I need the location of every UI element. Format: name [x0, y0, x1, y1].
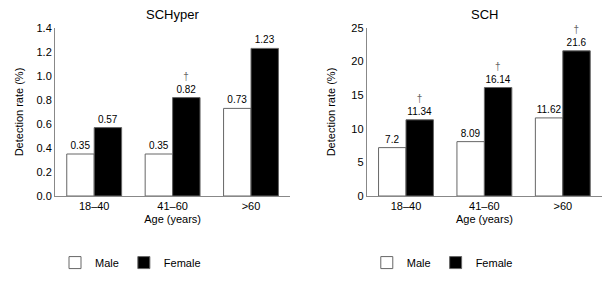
- svg-text:7.2: 7.2: [385, 134, 399, 145]
- svg-text:15: 15: [351, 89, 363, 101]
- svg-text:Detection rate (%): Detection rate (%): [325, 68, 337, 157]
- svg-text:Detection rate (%): Detection rate (%): [13, 68, 25, 157]
- svg-text:1.4: 1.4: [37, 22, 52, 34]
- svg-text:10: 10: [351, 123, 363, 135]
- svg-text:18–40: 18–40: [79, 200, 110, 212]
- svg-text:1.0: 1.0: [37, 70, 52, 82]
- svg-text:0.4: 0.4: [37, 142, 52, 154]
- svg-text:Female: Female: [164, 257, 201, 269]
- svg-text:5: 5: [357, 156, 363, 168]
- svg-text:0.35: 0.35: [71, 140, 91, 151]
- svg-text:0.0: 0.0: [37, 190, 52, 202]
- svg-text:1.2: 1.2: [37, 46, 52, 58]
- svg-text:SCH: SCH: [471, 7, 498, 22]
- svg-text:†16.14: †16.14: [485, 61, 510, 85]
- svg-text:Female: Female: [476, 257, 513, 269]
- svg-text:Age (years): Age (years): [144, 213, 201, 225]
- svg-text:41–60: 41–60: [469, 200, 500, 212]
- svg-text:SCHyper: SCHyper: [146, 7, 199, 22]
- svg-text:8.09: 8.09: [461, 128, 481, 139]
- svg-text:0.57: 0.57: [98, 114, 118, 125]
- svg-text:Male: Male: [95, 257, 119, 269]
- svg-text:Age (years): Age (years): [456, 213, 513, 225]
- svg-text:20: 20: [351, 55, 363, 67]
- svg-text:0.6: 0.6: [37, 118, 52, 130]
- svg-text:11.62: 11.62: [537, 104, 562, 115]
- svg-text:>60: >60: [242, 200, 261, 212]
- svg-text:0.73: 0.73: [227, 94, 247, 105]
- svg-text:41–60: 41–60: [157, 200, 188, 212]
- svg-text:0.8: 0.8: [37, 94, 52, 106]
- svg-text:Male: Male: [407, 257, 431, 269]
- svg-text:†0.82: †0.82: [176, 71, 196, 95]
- svg-text:†21.6: †21.6: [567, 24, 587, 48]
- svg-text:0.2: 0.2: [37, 166, 52, 178]
- svg-text:18–40: 18–40: [391, 200, 422, 212]
- svg-text:0.35: 0.35: [149, 140, 169, 151]
- svg-text:25: 25: [351, 22, 363, 34]
- svg-text:>60: >60: [553, 200, 572, 212]
- svg-text:0: 0: [357, 190, 363, 202]
- svg-text:1.23: 1.23: [255, 34, 275, 45]
- svg-text:†11.34: †11.34: [407, 93, 432, 117]
